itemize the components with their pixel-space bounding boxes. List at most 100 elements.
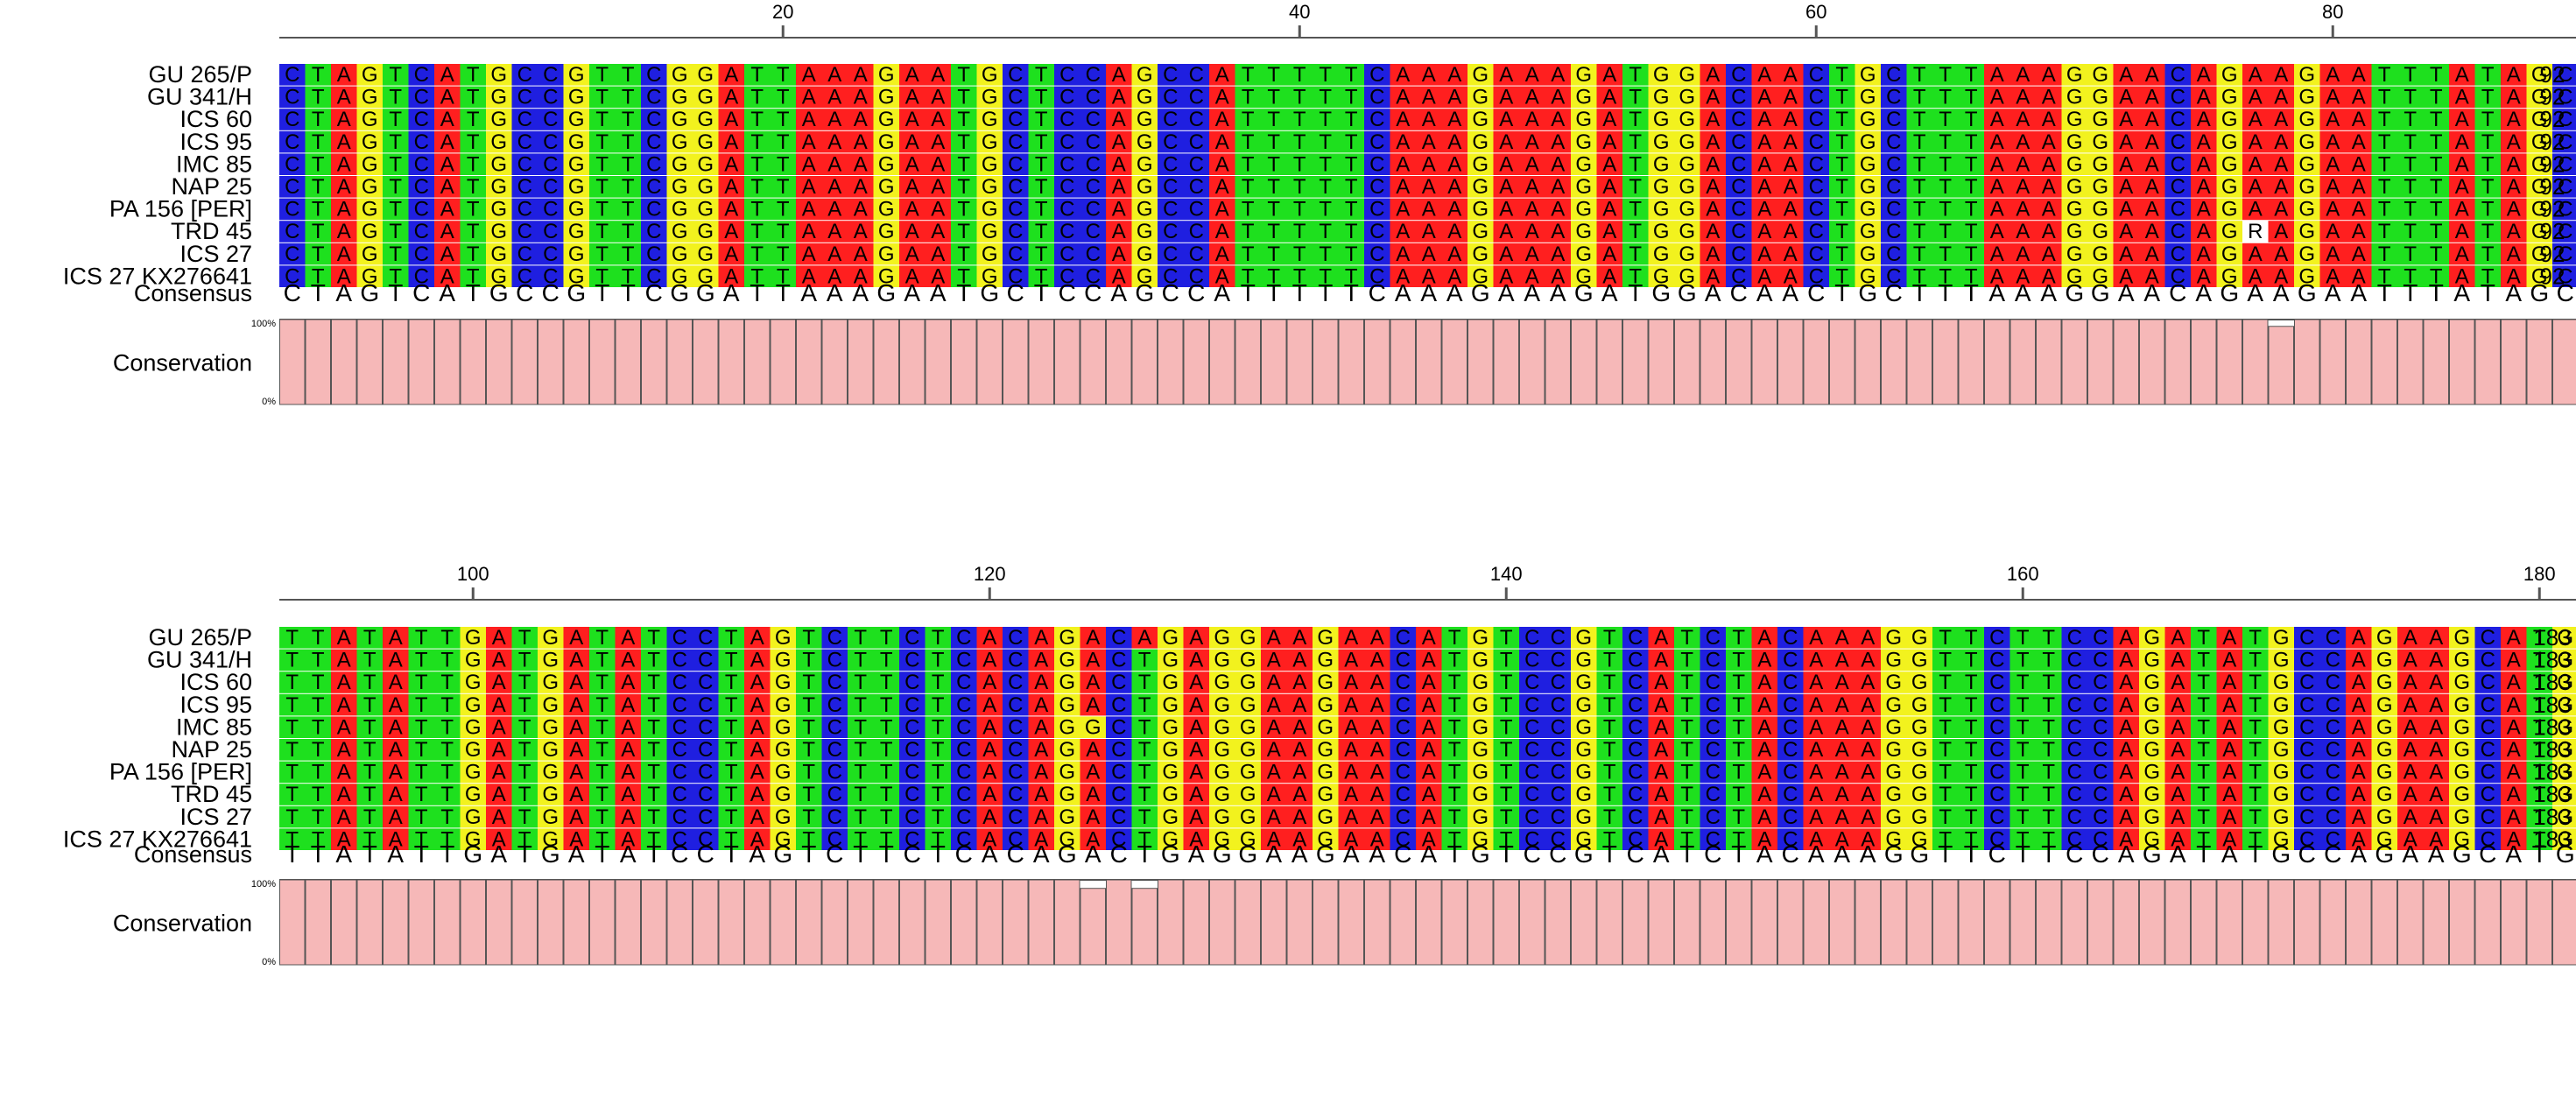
- residue-cell: [1183, 64, 1209, 86]
- residue-letter: G: [1575, 175, 1592, 199]
- residue-letter: T: [1267, 63, 1280, 87]
- residue-letter: T: [2430, 86, 2443, 109]
- residue-letter: C: [1628, 805, 1643, 829]
- residue-letter: C: [1783, 693, 1798, 717]
- residue-letter: A: [2171, 761, 2185, 784]
- residue-letter: C: [1111, 805, 1126, 829]
- residue-letter: T: [1939, 783, 1952, 806]
- residue-letter: A: [440, 108, 454, 131]
- residue-letter: G: [2298, 220, 2315, 243]
- residue-letter: A: [2222, 783, 2236, 806]
- residue-letter: A: [1112, 152, 1126, 176]
- consensus-letter: T: [2041, 840, 2056, 868]
- consensus-letter: T: [595, 279, 609, 306]
- residue-letter: T: [518, 671, 531, 694]
- residue-letter: C: [1783, 671, 1798, 694]
- residue-letter: G: [542, 805, 559, 829]
- residue-letter: T: [363, 761, 377, 784]
- residue-letter: T: [854, 738, 867, 762]
- residue-letter: A: [2326, 152, 2340, 176]
- residue-letter: G: [1137, 86, 1153, 109]
- residue-letter: T: [1965, 761, 1978, 784]
- residue-letter: A: [2352, 130, 2366, 154]
- residue-letter: T: [312, 805, 325, 829]
- residue-letter: C: [1086, 63, 1101, 87]
- residue-letter: A: [2197, 175, 2211, 199]
- residue-letter: A: [2352, 152, 2366, 176]
- residue-letter: A: [1034, 626, 1048, 650]
- residue-letter: A: [802, 152, 816, 176]
- sequence-row: NAP 25 T T A T A T T G A T G A T A T C C T A G T C T T C T C A C A G A C T…: [171, 736, 2576, 763]
- residue-letter: G: [2298, 130, 2315, 154]
- residue-cell: [2449, 64, 2475, 86]
- residue-letter: A: [1086, 761, 1100, 784]
- residue-letter: A: [2119, 175, 2133, 199]
- residue-letter: G: [775, 671, 792, 694]
- residue-letter: G: [1214, 805, 1230, 829]
- residue-cell: [589, 64, 616, 86]
- residue-letter: C: [2326, 738, 2340, 762]
- residue-letter: G: [1059, 626, 1075, 650]
- residue-letter: C: [672, 715, 687, 739]
- residue-letter: G: [2273, 783, 2290, 806]
- residue-letter: T: [1835, 86, 1848, 109]
- consensus-letter: G: [1651, 279, 1671, 306]
- residue-letter: A: [1784, 175, 1798, 199]
- residue-letter: G: [542, 649, 559, 672]
- residue-letter: G: [2298, 198, 2315, 221]
- residue-letter: C: [1396, 761, 1411, 784]
- residue-cell: [2474, 64, 2501, 86]
- residue-letter: A: [1525, 198, 1539, 221]
- residue-letter: C: [414, 175, 429, 199]
- residue-letter: A: [2352, 715, 2366, 739]
- conservation-bar: [1338, 319, 1364, 405]
- residue-letter: T: [467, 63, 480, 87]
- residue-letter: T: [1035, 175, 1048, 199]
- residue-letter: C: [956, 671, 971, 694]
- residue-cell: [1622, 64, 1649, 86]
- residue-letter: T: [1835, 243, 1848, 266]
- residue-letter: G: [1472, 805, 1489, 829]
- consensus-letter: T: [1137, 840, 1152, 868]
- residue-cell: [2552, 64, 2576, 86]
- consensus-letter: A: [490, 840, 507, 868]
- residue-cell: [2423, 64, 2449, 86]
- conservation-bar: [1855, 319, 1881, 405]
- residue-letter: T: [880, 715, 893, 739]
- residue-letter: G: [490, 243, 507, 266]
- residue-letter: T: [2042, 761, 2055, 784]
- residue-letter: G: [362, 130, 378, 154]
- residue-letter: T: [777, 175, 790, 199]
- residue-letter: G: [1085, 715, 1101, 739]
- residue-cell: [1313, 64, 1339, 86]
- residue-letter: C: [1551, 738, 1566, 762]
- residue-letter: A: [2274, 108, 2288, 131]
- consensus-letter: G: [2271, 840, 2291, 868]
- residue-letter: A: [1447, 108, 1461, 131]
- residue-letter: A: [2042, 86, 2056, 109]
- conservation-bar: [2501, 319, 2527, 405]
- residue-letter: C: [1189, 220, 1204, 243]
- residue-letter: A: [1809, 693, 1823, 717]
- residue-letter: A: [854, 108, 868, 131]
- consensus-letter: A: [2453, 279, 2470, 306]
- conservation-bar: [1571, 319, 1597, 405]
- residue-letter: C: [1706, 738, 1721, 762]
- residue-letter: A: [2326, 220, 2340, 243]
- residue-letter: G: [2092, 220, 2108, 243]
- consensus-letter: T: [724, 840, 739, 868]
- residue-letter: A: [1809, 649, 1823, 672]
- residue-letter: C: [1086, 86, 1101, 109]
- conservation-bar: [1984, 879, 2010, 966]
- sequence-row: TRD 45 T T A T A T T G A T G A T A T C C T A G T C T T C T C A C A G A C T…: [171, 781, 2576, 807]
- residue-letter: C: [1809, 63, 1824, 87]
- residue-letter: A: [1112, 220, 1126, 243]
- residue-letter: G: [1137, 243, 1153, 266]
- consensus-letter: T: [1499, 840, 1514, 868]
- consensus-letter: C: [284, 279, 301, 306]
- residue-letter: A: [2352, 220, 2366, 243]
- residue-letter: G: [1317, 671, 1334, 694]
- conservation-bar: [899, 319, 926, 405]
- residue-letter: T: [2016, 671, 2030, 694]
